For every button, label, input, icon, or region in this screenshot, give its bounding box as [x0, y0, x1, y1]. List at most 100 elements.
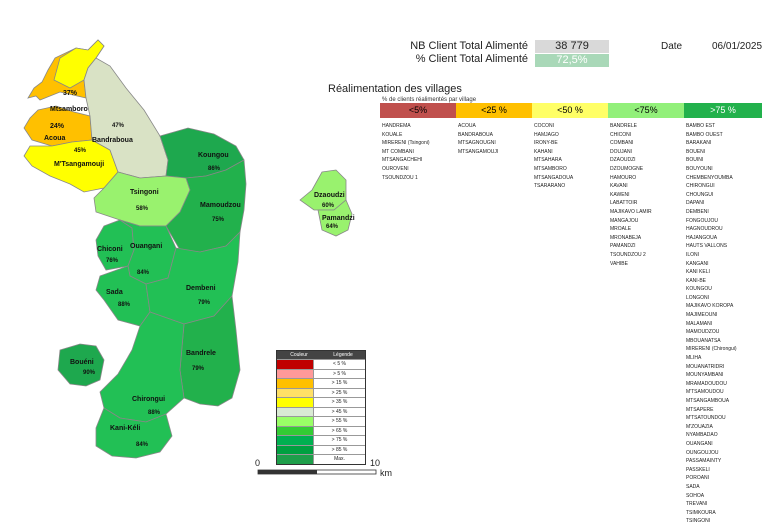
legend-rows: < 5 % > 5 % > 15 % > 25 % > 35 % > 45 % > 55 %…	[277, 359, 365, 464]
label-bandrele-name: Bandrele	[186, 350, 216, 357]
legend-swatch	[277, 407, 314, 416]
village-item: BOUYOUNI	[686, 165, 713, 172]
label-boueni-name: Bouéni	[70, 359, 94, 366]
village-item: DAPANI	[686, 200, 705, 207]
village-item: ACOUA	[458, 123, 476, 129]
category-header-lt50: <50 %	[532, 103, 608, 118]
legend-swatch	[277, 436, 314, 445]
village-item: MTSANGACHEHI	[382, 157, 423, 164]
color-legend: Couleur Légende < 5 % > 5 % > 15 % > 25 % > …	[276, 350, 366, 465]
legend-row: > 15 %	[277, 378, 365, 388]
village-item: DZOUMOGNE	[610, 165, 644, 172]
label-boueni-pct: 90%	[83, 370, 96, 376]
legend-swatch	[277, 398, 314, 407]
village-item: MAJIKAVO LAMIR	[610, 208, 652, 215]
label-mamoudzou-pct: 75%	[212, 217, 225, 223]
label-kanikeli-name: Kani-Kéli	[110, 425, 140, 432]
village-item: CHICONI	[610, 131, 632, 138]
legend-label: > 15 %	[331, 380, 348, 386]
label-chiconi-pct: 76%	[106, 258, 119, 264]
legend-label: > 45 %	[331, 408, 348, 415]
village-item: OUANGANI	[686, 440, 713, 447]
village-item: TSARARANO	[534, 183, 566, 190]
village-item: MRAMADOUDOU	[686, 380, 727, 387]
legend-row: > 55 %	[277, 416, 365, 426]
label-mamoudzou-name: Mamoudzou	[200, 202, 241, 209]
legend-swatch	[277, 455, 314, 464]
village-item: MLIHA	[686, 355, 702, 362]
legend-row: > 65 %	[277, 425, 365, 435]
village-item: LONGONI	[686, 294, 710, 301]
label-acoua-name: Acoua	[44, 135, 66, 142]
village-item: KOUNGOU	[686, 286, 712, 293]
legend-swatch	[277, 417, 314, 426]
section-title: Réalimentation des villages	[328, 83, 462, 95]
nb-client-value: 38 779	[535, 40, 609, 53]
label-sada-name: Sada	[106, 289, 123, 296]
village-item: KANI-BE	[686, 277, 707, 284]
village-item: BARAKANI	[686, 140, 712, 147]
village-item: MTSAHARA	[534, 157, 562, 164]
village-item: M'TSATOUNDOU	[686, 415, 726, 422]
legend-col-legend: Légende	[333, 352, 353, 358]
label-bandrele-pct: 79%	[192, 366, 205, 372]
village-item: MTSAPERE	[686, 406, 714, 413]
legend-row: > 85 %	[277, 444, 365, 454]
region-boueni[interactable]	[57, 343, 105, 387]
village-item: CHOUNGUI	[686, 191, 714, 198]
label-koungou-name: Koungou	[198, 152, 229, 159]
village-list-gt75: BAMBO EST BAMBO OUEST BARAKANI BOUENI BOUINI…	[686, 122, 737, 526]
region-pamandzi[interactable]	[317, 199, 353, 237]
village-item: BAMBO OUEST	[686, 131, 723, 138]
section-subtitle: % de clients réalimentés par village	[382, 97, 477, 103]
category-header-lt5: <5%	[380, 103, 456, 118]
legend-swatch	[277, 379, 314, 388]
legend-label: Max.	[334, 456, 345, 462]
village-item: BAMBO EST	[686, 123, 716, 129]
village-list-lt25: ACOUA BANDRABOUA MTSAGNOUGNI MTSANGAMOUJI	[458, 122, 498, 156]
legend-label: > 65 %	[331, 427, 348, 434]
category-header-gt75: >75 %	[684, 103, 762, 118]
village-item: OUROVENI	[382, 165, 409, 172]
village-item: TSIMKOURA	[686, 509, 716, 516]
legend-row: > 45 %	[277, 406, 365, 416]
label-tsingoni-name: Tsingoni	[130, 189, 159, 196]
category-header-lt75: <75%	[608, 103, 684, 118]
legend-row: > 25 %	[277, 387, 365, 397]
village-item: M'TSAMOUDOU	[686, 389, 724, 396]
label-koungou-pct: 86%	[208, 166, 221, 172]
village-item: HAGNOUDROU	[686, 226, 723, 233]
village-item: BOUINI	[686, 157, 704, 164]
village-item: VAHIBE	[610, 260, 628, 267]
village-item: TSOUNDZOU 1	[382, 174, 418, 181]
label-mtsangamouji-name: M'Tsangamouji	[54, 161, 104, 168]
region-chirongui[interactable]	[99, 311, 185, 423]
village-item: HAMJAGO	[534, 131, 559, 138]
village-item: MTSAGNOUGNI	[458, 140, 496, 147]
legend-header: Couleur Légende	[277, 351, 365, 359]
village-item: NYAMBADAO	[686, 432, 718, 439]
label-bandraboua-name: Bandraboua	[92, 137, 133, 144]
date-label: Date	[661, 41, 683, 52]
village-item: FONGOUJOU	[686, 217, 718, 224]
label-ouangani-pct: 84%	[137, 270, 150, 276]
label-bandraboua-pct: 47%	[112, 123, 125, 129]
village-item: MANGAJOU	[610, 217, 639, 224]
legend-label: > 25 %	[331, 389, 348, 396]
village-item: HAUTS VALLONS	[686, 243, 728, 250]
village-item: MTSANGADOUA	[534, 174, 574, 181]
village-item: HAMOURO	[610, 174, 637, 181]
legend-swatch	[277, 445, 314, 454]
legend-label: > 85 %	[331, 446, 348, 453]
village-item: MOUNYAMBANI	[686, 372, 724, 379]
legend-row: > 5 %	[277, 368, 365, 378]
label-pamandzi-pct: 64%	[326, 224, 339, 230]
village-item: DZAOUDZI	[610, 157, 636, 164]
village-item: SADA	[686, 483, 700, 490]
label-mtsangamouji-pct: 45%	[74, 148, 87, 154]
village-item: PASSAMAINTY	[686, 458, 722, 465]
region-kanikeli[interactable]	[95, 407, 173, 459]
village-item: TREVANI	[686, 501, 708, 508]
village-item: PAMANDZI	[610, 243, 636, 250]
village-item: BANDRABOUA	[458, 131, 494, 138]
